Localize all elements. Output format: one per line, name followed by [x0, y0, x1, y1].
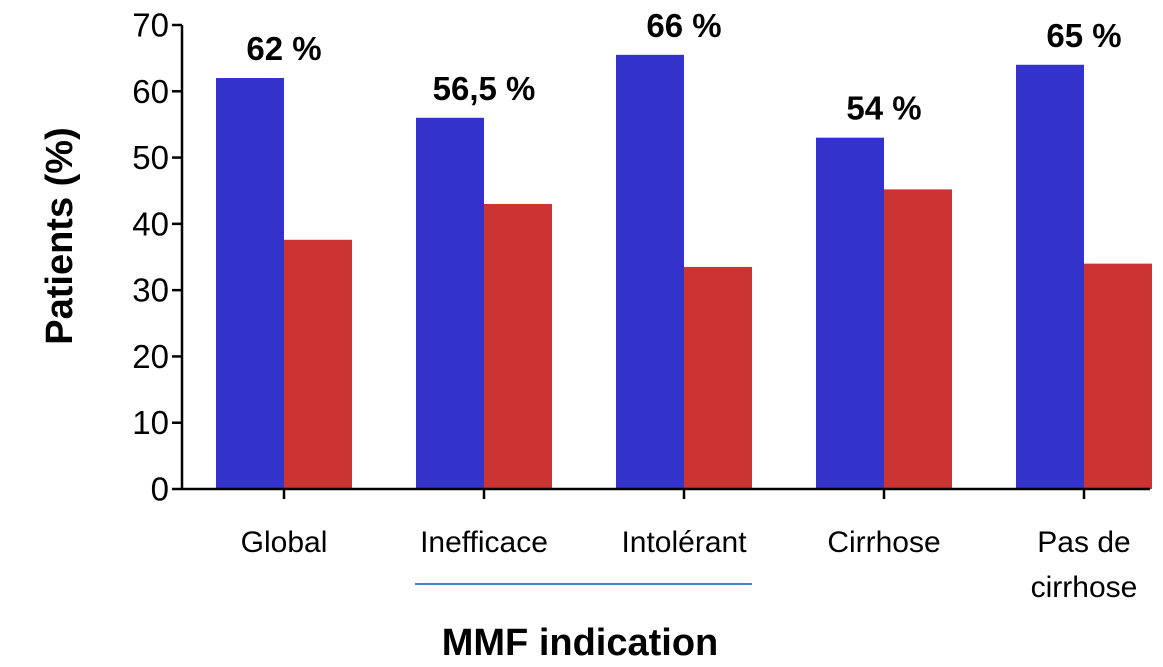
data-label: 62 % [246, 30, 321, 67]
y-tick-label: 30 [132, 272, 169, 309]
x-category-label: Cirrhose [827, 526, 940, 559]
labels: Global 62 % Inefficace 56,5 % Intolérant 66 %… [241, 7, 1138, 604]
bar-series1-5 [1016, 64, 1084, 490]
bar-series2-4 [884, 189, 952, 490]
y-tick-label: 60 [132, 73, 169, 110]
y-ticks: 0 10 20 30 40 50 60 70 [132, 7, 1086, 508]
bars [216, 54, 1152, 490]
bar-series1-4 [816, 137, 884, 489]
data-label: 54 % [846, 90, 921, 127]
bar-series1-2 [416, 117, 484, 490]
x-category-label: Inefficace [420, 526, 548, 559]
bar-series2-5 [1084, 263, 1152, 489]
bar-series2-3 [684, 266, 752, 489]
y-tick-label: 10 [132, 404, 169, 441]
y-tick-label: 70 [132, 7, 169, 44]
x-axis-title: MMF indication [442, 622, 719, 664]
data-label: 56,5 % [433, 70, 536, 107]
bar-series2-2 [484, 203, 552, 489]
bar-series1-3 [616, 54, 684, 489]
x-category-label: Pas de [1037, 526, 1130, 559]
x-category-label: Intolérant [621, 526, 747, 559]
y-axis-title: Patients (%) [39, 127, 81, 344]
bar-series2-1 [284, 239, 352, 489]
y-tick-label: 0 [151, 471, 169, 508]
y-tick-label: 50 [132, 139, 169, 176]
data-label: 65 % [1046, 17, 1121, 54]
x-category-label: Global [241, 526, 328, 559]
y-tick-label: 20 [132, 338, 169, 375]
x-category-label: cirrhose [1031, 571, 1138, 604]
bar-series1-1 [216, 78, 284, 490]
data-label: 66 % [646, 7, 721, 44]
y-tick-label: 40 [132, 205, 169, 242]
